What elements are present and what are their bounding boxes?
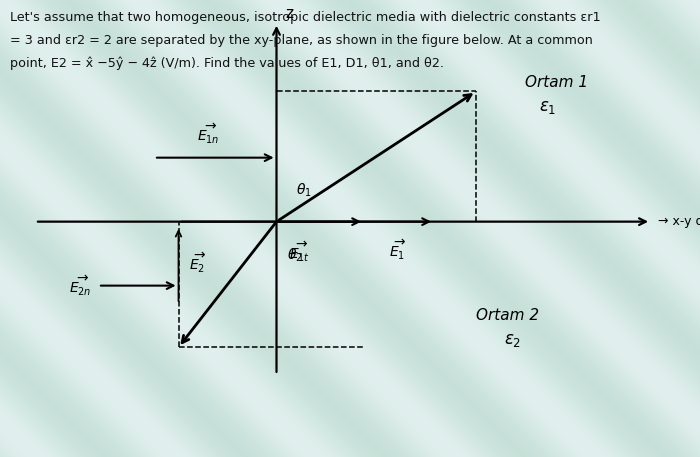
- Text: $\overrightarrow{E_{1}}$: $\overrightarrow{E_{1}}$: [389, 238, 406, 262]
- Text: $\varepsilon_1$: $\varepsilon_1$: [539, 98, 556, 117]
- Text: Let's assume that two homogeneous, isotropic dielectric media with dielectric co: Let's assume that two homogeneous, isotr…: [10, 11, 601, 24]
- Text: $\overrightarrow{E_{1n}}$: $\overrightarrow{E_{1n}}$: [197, 122, 220, 146]
- Text: $\varepsilon_2$: $\varepsilon_2$: [504, 331, 522, 350]
- Text: $\overrightarrow{E_{2n}}$: $\overrightarrow{E_{2n}}$: [69, 274, 91, 298]
- Text: → x-y düzlemi: → x-y düzlemi: [658, 215, 700, 228]
- Text: point, E2 = x̂ −5ŷ − 4ẑ (V/m). Find the values of E1, D1, θ1, and θ2.: point, E2 = x̂ −5ŷ − 4ẑ (V/m). Find th…: [10, 56, 444, 70]
- Text: Ortam 1: Ortam 1: [525, 75, 588, 90]
- Text: Ortam 2: Ortam 2: [476, 308, 539, 323]
- Text: $\overrightarrow{E_2}$: $\overrightarrow{E_2}$: [189, 251, 206, 275]
- Text: $\theta_1$: $\theta_1$: [296, 181, 312, 199]
- Text: z: z: [285, 5, 293, 21]
- Text: $\overrightarrow{E_{1t}}$: $\overrightarrow{E_{1t}}$: [288, 240, 310, 264]
- Text: = 3 and εr2 = 2 are separated by the xy-plane, as shown in the figure below. At : = 3 and εr2 = 2 are separated by the xy-…: [10, 34, 594, 47]
- Text: $\theta_2$: $\theta_2$: [287, 247, 302, 264]
